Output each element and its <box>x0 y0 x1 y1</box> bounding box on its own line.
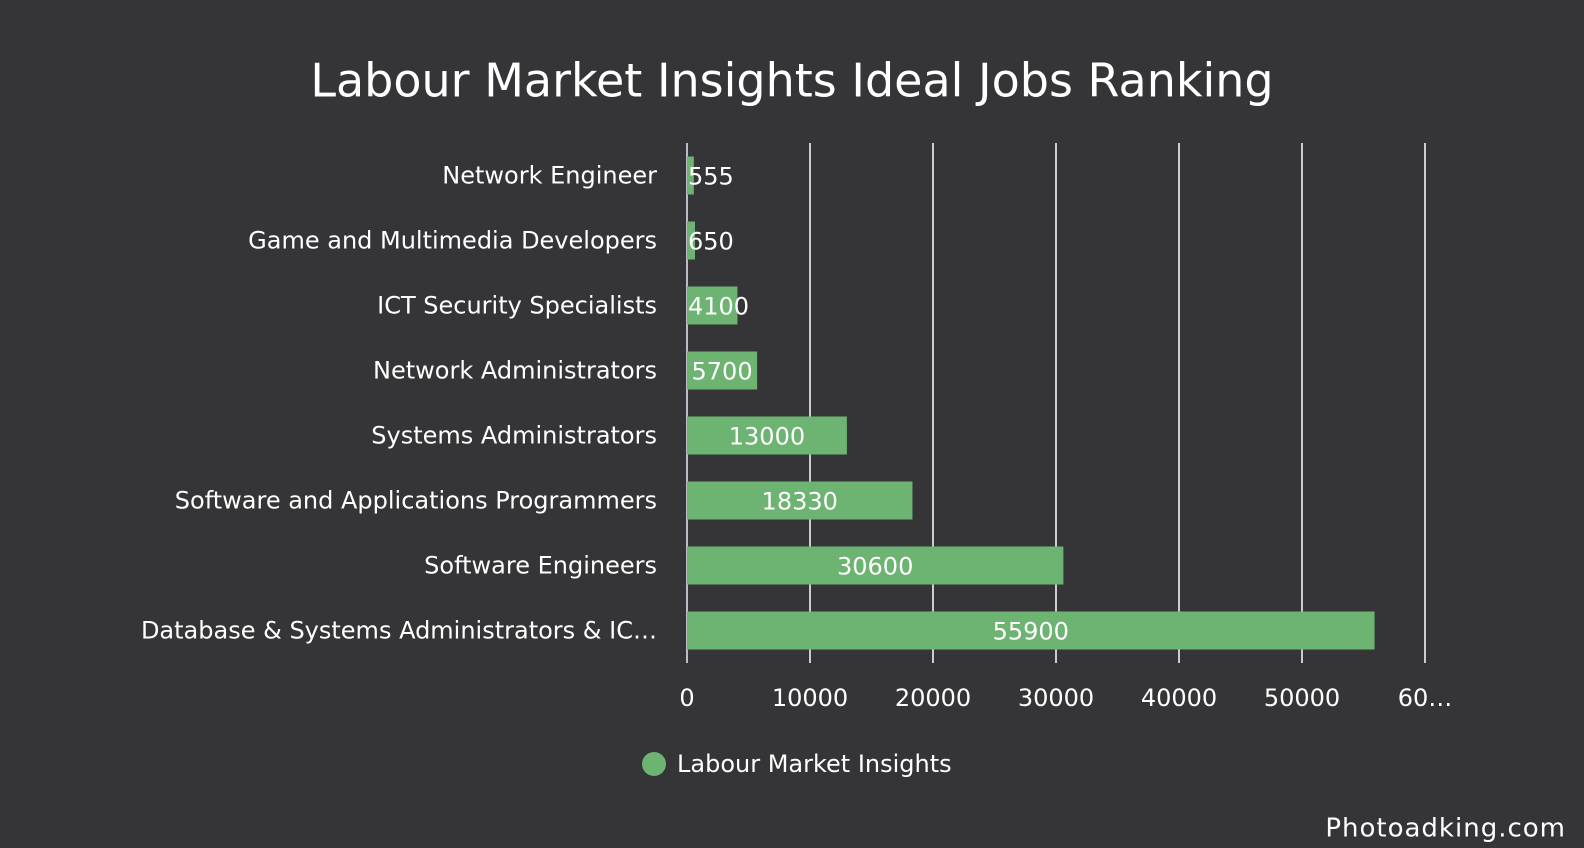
y-tick-label: Software and Applications Programmers <box>175 487 657 515</box>
y-tick-label: Game and Multimedia Developers <box>248 227 657 255</box>
chart-title: Labour Market Insights Ideal Jobs Rankin… <box>310 54 1273 108</box>
bar <box>687 546 1064 585</box>
y-tick-label: Software Engineers <box>424 552 657 580</box>
data-label: 55900 <box>993 618 1069 646</box>
bar <box>687 481 913 520</box>
data-label: 13000 <box>729 423 805 451</box>
data-label: 4100 <box>688 293 749 321</box>
bar <box>687 156 694 195</box>
x-tick-label: 30000 <box>1018 684 1094 712</box>
legend-marker <box>642 752 666 776</box>
bar <box>687 416 847 455</box>
y-tick-label: ICT Security Specialists <box>377 292 657 320</box>
y-tick-label: Database & Systems Administrators & IC… <box>141 617 657 645</box>
y-tick-label: Network Administrators <box>373 357 657 385</box>
data-label: 650 <box>688 228 734 256</box>
bar <box>687 286 738 325</box>
x-tick-label: 40000 <box>1141 684 1217 712</box>
y-tick-label: Systems Administrators <box>371 422 657 450</box>
data-label: 555 <box>688 163 734 191</box>
data-label: 5700 <box>692 358 753 386</box>
watermark: Photoadking.com <box>1325 814 1566 844</box>
x-tick-label: 0 <box>679 684 694 712</box>
bar <box>687 221 695 260</box>
y-tick-label: Network Engineer <box>442 162 657 190</box>
data-label: 18330 <box>762 488 838 516</box>
data-label: 30600 <box>837 553 913 581</box>
x-tick-label: 20000 <box>895 684 971 712</box>
x-tick-label: 60… <box>1398 684 1453 712</box>
bar <box>687 611 1375 650</box>
legend-label: Labour Market Insights <box>677 750 952 778</box>
bar <box>687 351 758 390</box>
x-tick-label: 50000 <box>1264 684 1340 712</box>
x-tick-label: 10000 <box>772 684 848 712</box>
